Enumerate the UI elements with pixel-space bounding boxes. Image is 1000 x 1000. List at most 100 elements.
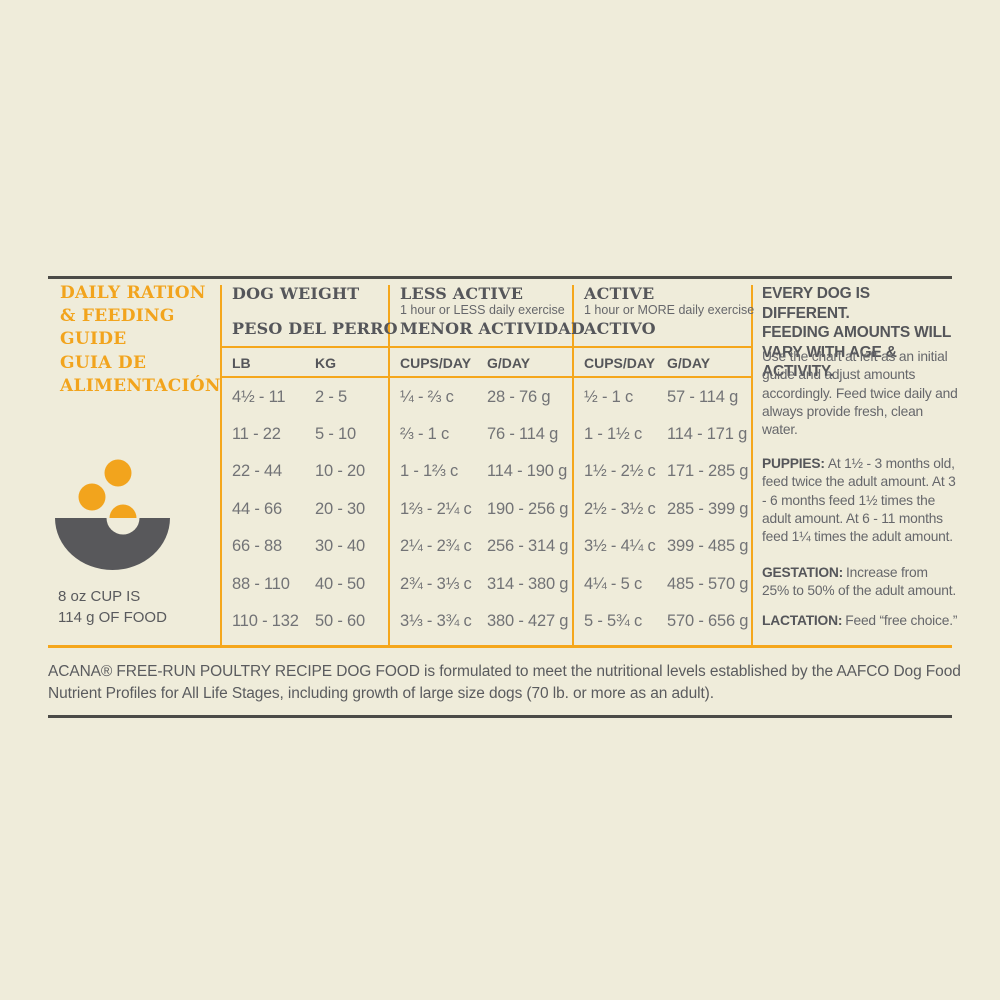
cell-a-cups: ½ - 1 c: [584, 388, 634, 406]
cell-a-g: 114 - 171 g: [667, 425, 748, 443]
divider-active-advice: [751, 285, 753, 645]
page-title-en-line2: & FEEDING: [60, 306, 175, 326]
cell-la-g: 380 - 427 g: [487, 612, 569, 630]
cell-la-cups: 2¼ - 2¾ c: [400, 537, 472, 555]
advice-puppies-label: PUPPIES:: [762, 456, 825, 471]
cell-lb: 4½ - 11: [232, 388, 286, 406]
col-header-a-cups: CUPS/DAY: [584, 355, 656, 371]
cell-la-g: 76 - 114 g: [487, 425, 559, 443]
cup-note-line1: 8 oz CUP IS: [58, 588, 141, 605]
cup-measure-note: 8 oz CUP IS 114 g OF FOOD: [58, 586, 167, 628]
table-row: 44 - 66 20 - 30 1⅔ - 2¼ c 190 - 256 g 2½…: [0, 491, 1000, 528]
cell-kg: 20 - 30: [315, 500, 365, 518]
advice-heading-line1: EVERY DOG IS DIFFERENT.: [762, 285, 870, 322]
colhead-bottom-rule: [220, 376, 753, 378]
less-active-subtitle: 1 hour or LESS daily exercise: [400, 303, 565, 317]
aafco-statement: ACANA® FREE-RUN POULTRY RECIPE DOG FOOD …: [48, 661, 961, 704]
advice-intro: Use the chart at left as an initial guid…: [762, 349, 958, 438]
table-row: 110 - 132 50 - 60 3⅓ - 3¾ c 380 - 427 g …: [0, 603, 1000, 640]
col-header-la-g: G/DAY: [487, 355, 531, 371]
cell-lb: 66 - 88: [232, 537, 282, 555]
advice-gestation-label: GESTATION:: [762, 565, 844, 580]
cell-a-cups: 4¼ - 5 c: [584, 575, 643, 593]
cell-a-cups: 2½ - 3½ c: [584, 500, 656, 518]
page-title-es-line1: GUIA DE: [60, 353, 147, 373]
cell-kg: 10 - 20: [315, 462, 365, 480]
cell-a-g: 570 - 656 g: [667, 612, 749, 630]
weight-header-en: DOG WEIGHT: [232, 284, 360, 303]
cell-la-cups: ¼ - ⅔ c: [400, 388, 454, 406]
cell-lb: 44 - 66: [232, 500, 282, 518]
aafco-statement-line1: ACANA® FREE-RUN POULTRY RECIPE DOG FOOD …: [48, 663, 961, 680]
table-row: 22 - 44 10 - 20 1 - 1⅔ c 114 - 190 g 1½ …: [0, 453, 1000, 490]
advice-lactation: LACTATION: Feed “free choice.”: [762, 612, 958, 630]
table-row: 4½ - 11 2 - 5 ¼ - ⅔ c 28 - 76 g ½ - 1 c …: [0, 379, 1000, 416]
cell-la-cups: 2¾ - 3⅓ c: [400, 575, 472, 593]
cell-lb: 11 - 22: [232, 425, 281, 443]
table-row: 11 - 22 5 - 10 ⅔ - 1 c 76 - 114 g 1 - 1½…: [0, 416, 1000, 453]
divider-lessactive-active: [572, 285, 574, 645]
advice-gestation: GESTATION: Increase from 25% to 50% of th…: [762, 564, 958, 601]
cell-a-cups: 1½ - 2½ c: [584, 462, 656, 480]
cell-la-g: 314 - 380 g: [487, 575, 569, 593]
page-title-en: DAILY RATION & FEEDING GUIDE: [60, 282, 206, 351]
col-header-kg: KG: [315, 355, 336, 371]
table-row: 66 - 88 30 - 40 2¼ - 2¾ c 256 - 314 g 3½…: [0, 528, 1000, 565]
cell-kg: 50 - 60: [315, 612, 365, 630]
cell-la-cups: 3⅓ - 3¾ c: [400, 612, 472, 630]
active-header-en: ACTIVE: [584, 284, 655, 303]
cell-lb: 88 - 110: [232, 575, 290, 593]
less-active-header-en: LESS ACTIVE: [400, 284, 524, 303]
col-header-a-g: G/DAY: [667, 355, 711, 371]
cell-la-cups: ⅔ - 1 c: [400, 425, 450, 443]
advice-heading-line2: FEEDING AMOUNTS WILL: [762, 324, 952, 341]
weight-header-es: PESO DEL PERRO: [232, 319, 398, 338]
col-header-la-cups: CUPS/DAY: [400, 355, 472, 371]
page-title-en-line3: GUIDE: [60, 329, 127, 349]
active-subtitle: 1 hour or MORE daily exercise: [584, 303, 755, 317]
cell-a-cups: 1 - 1½ c: [584, 425, 643, 443]
advice-heading-line3: VARY WITH AGE & ACTIVITY.: [762, 343, 897, 381]
page-title-es-line2: ALIMENTACIÓN: [60, 376, 221, 396]
advice-puppies-text: At 1½ - 3 months old, feed twice the adu…: [762, 456, 956, 545]
cell-lb: 22 - 44: [232, 462, 282, 480]
divider-left-of-weight: [220, 285, 222, 645]
cell-kg: 40 - 50: [315, 575, 365, 593]
cell-a-g: 485 - 570 g: [667, 575, 749, 593]
col-header-lb: LB: [232, 355, 251, 371]
advice-gestation-text: Increase from 25% to 50% of the adult am…: [762, 565, 956, 599]
colhead-top-rule: [220, 346, 753, 348]
cell-kg: 30 - 40: [315, 537, 365, 555]
advice-lactation-text: Feed “free choice.”: [845, 613, 958, 628]
cell-la-g: 28 - 76 g: [487, 388, 551, 406]
top-divider-rule: [48, 276, 952, 279]
cell-a-g: 285 - 399 g: [667, 500, 749, 518]
advice-heading: EVERY DOG IS DIFFERENT. FEEDING AMOUNTS …: [762, 284, 958, 382]
cell-a-cups: 5 - 5¾ c: [584, 612, 643, 630]
cell-la-g: 114 - 190 g: [487, 462, 568, 480]
cell-kg: 2 - 5: [315, 388, 348, 406]
cell-kg: 5 - 10: [315, 425, 356, 443]
active-header-es: ACTIVO: [584, 319, 656, 338]
aafco-statement-line2: Nutrient Profiles for All Life Stages, i…: [48, 684, 714, 702]
cell-a-g: 171 - 285 g: [667, 462, 749, 480]
table-row: 88 - 110 40 - 50 2¾ - 3⅓ c 314 - 380 g 4…: [0, 566, 1000, 603]
advice-puppies: PUPPIES: At 1½ - 3 months old, feed twice…: [762, 455, 958, 546]
table-bottom-rule: [48, 645, 952, 648]
cell-la-g: 190 - 256 g: [487, 500, 569, 518]
less-active-header-es: MENOR ACTIVIDAD: [400, 319, 585, 338]
page-title-es: GUIA DE ALIMENTACIÓN: [60, 352, 221, 398]
cell-la-cups: 1⅔ - 2¼ c: [400, 500, 472, 518]
divider-weight-lessactive: [388, 285, 390, 645]
cell-a-cups: 3½ - 4¼ c: [584, 537, 656, 555]
cell-la-cups: 1 - 1⅔ c: [400, 462, 459, 480]
cell-la-g: 256 - 314 g: [487, 537, 569, 555]
cell-a-g: 399 - 485 g: [667, 537, 749, 555]
cell-lb: 110 - 132: [232, 612, 299, 630]
advice-lactation-label: LACTATION:: [762, 613, 843, 628]
cell-a-g: 57 - 114 g: [667, 388, 739, 406]
page-title-en-line1: DAILY RATION: [60, 283, 206, 303]
cup-note-line2: 114 g OF FOOD: [58, 609, 167, 626]
bottom-divider-rule: [48, 715, 952, 718]
